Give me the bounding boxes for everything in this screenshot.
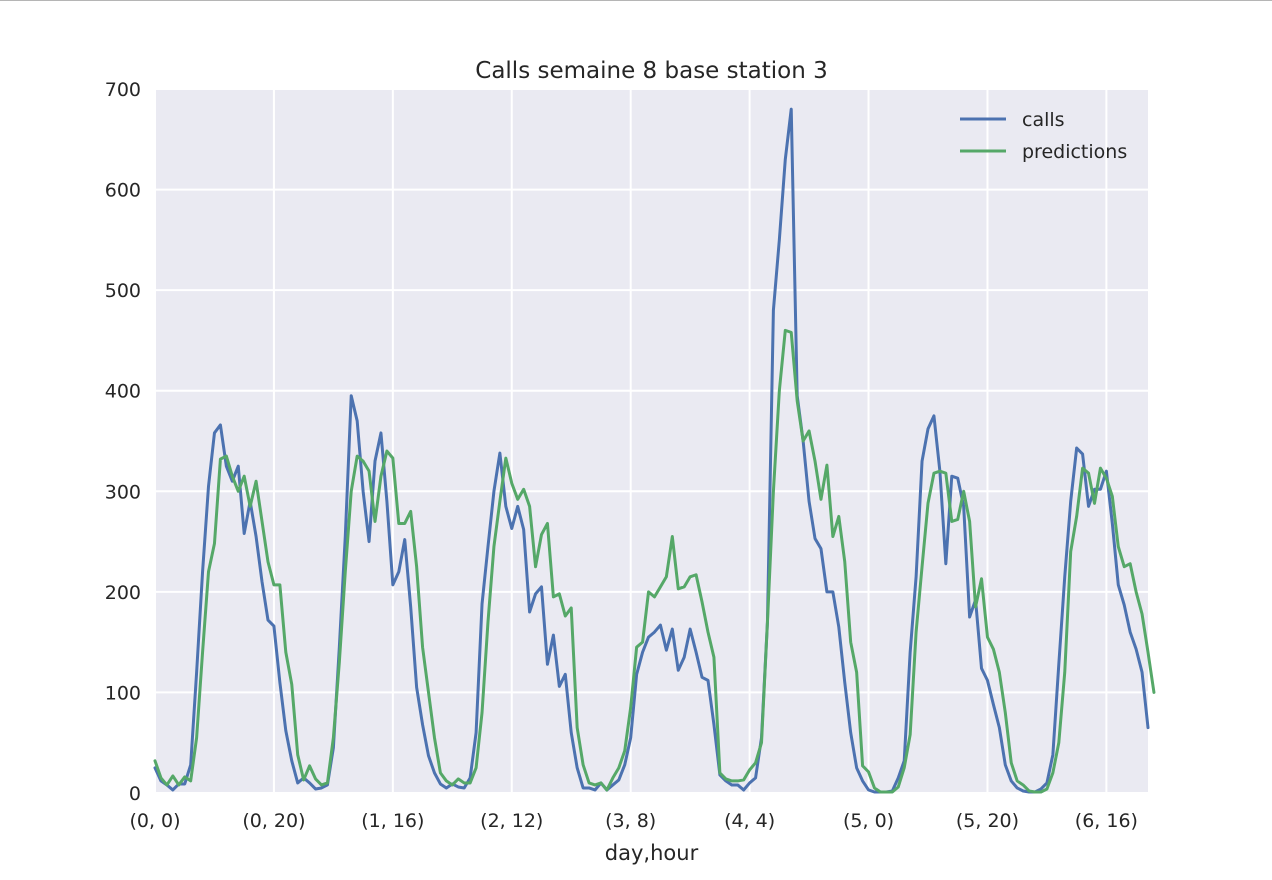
tick-labels: 0 100 200 300 400 500 600 700 (0, 0) (0, 20) (1, 1… (105, 79, 1138, 832)
grid (154, 88, 1148, 794)
y-tick-label: 200 (105, 582, 141, 604)
x-tick-label: (0, 20) (242, 810, 305, 832)
x-tick-label: (2, 12) (480, 810, 543, 832)
x-axis-label: day,hour (605, 841, 699, 865)
plot-area (155, 89, 1148, 793)
x-tick-label: (5, 20) (956, 810, 1019, 832)
x-tick-label: (3, 8) (605, 810, 656, 832)
x-tick-label: (6, 16) (1075, 810, 1138, 832)
legend-label-predictions: predictions (1022, 141, 1127, 163)
y-tick-label: 700 (105, 79, 141, 101)
y-tick-label: 300 (105, 481, 141, 503)
y-tick-label: 400 (105, 381, 141, 403)
x-tick-label: (1, 16) (361, 810, 424, 832)
x-tick-label: (5, 0) (843, 810, 894, 832)
series-line-predictions (153, 328, 1156, 794)
y-tick-label: 0 (129, 783, 141, 805)
series-line-calls (153, 107, 1150, 794)
x-tick-label: (4, 4) (724, 810, 775, 832)
series-layer (153, 107, 1156, 794)
y-tick-label: 600 (105, 180, 141, 202)
y-tick-label: 500 (105, 280, 141, 302)
y-tick-label: 100 (105, 682, 141, 704)
window-top-border (0, 0, 1272, 1)
legend: calls predictions (960, 109, 1127, 163)
x-tick-label: (0, 0) (129, 810, 180, 832)
legend-label-calls: calls (1022, 109, 1065, 131)
chart-title: Calls semaine 8 base station 3 (475, 58, 827, 84)
